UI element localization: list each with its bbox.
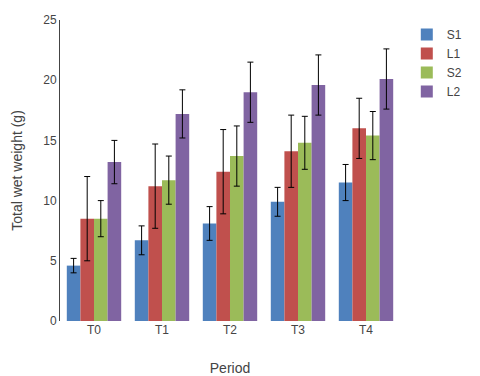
svg-text:S2: S2 bbox=[447, 66, 462, 80]
svg-text:25: 25 bbox=[43, 13, 57, 27]
svg-text:20: 20 bbox=[43, 73, 57, 87]
svg-text:Total wet weight (g): Total wet weight (g) bbox=[9, 110, 25, 231]
svg-text:15: 15 bbox=[43, 134, 57, 148]
svg-text:T1: T1 bbox=[155, 323, 169, 337]
svg-text:T2: T2 bbox=[223, 323, 237, 337]
svg-text:L1: L1 bbox=[447, 47, 461, 61]
svg-text:T0: T0 bbox=[87, 323, 101, 337]
svg-text:T3: T3 bbox=[291, 323, 305, 337]
svg-text:0: 0 bbox=[50, 314, 57, 328]
svg-text:S1: S1 bbox=[447, 28, 462, 42]
svg-text:5: 5 bbox=[50, 254, 57, 268]
svg-text:T4: T4 bbox=[359, 323, 373, 337]
svg-text:Period: Period bbox=[210, 360, 250, 376]
svg-text:L2: L2 bbox=[447, 85, 461, 99]
svg-text:10: 10 bbox=[43, 194, 57, 208]
